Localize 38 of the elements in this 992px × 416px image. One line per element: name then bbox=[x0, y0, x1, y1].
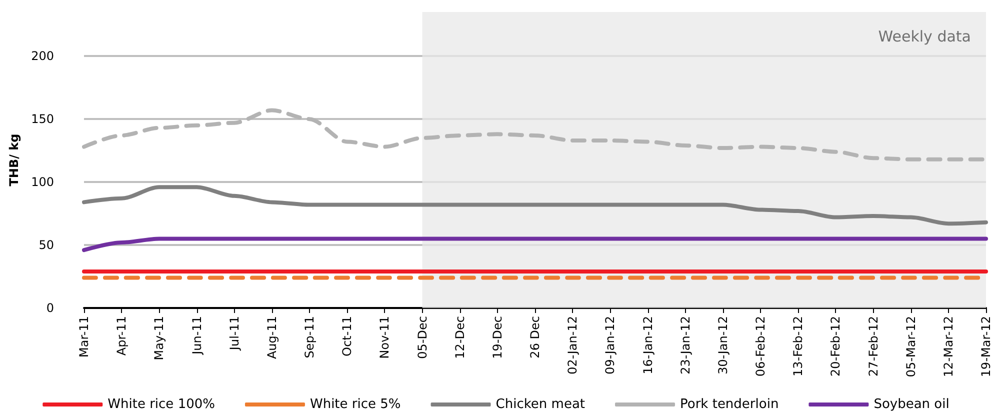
legend-label: White rice 5% bbox=[310, 397, 401, 412]
x-tick-label: 02-Jan-12 bbox=[566, 316, 580, 374]
y-axis-title: THB/ kg bbox=[7, 134, 22, 186]
x-tick-label: 06-Feb-12 bbox=[754, 316, 768, 376]
x-tick-label: Aug-11 bbox=[264, 316, 279, 360]
band-label: Weekly data bbox=[878, 28, 971, 46]
x-tick-label: 13-Feb-12 bbox=[791, 316, 806, 376]
x-tick-label: Mar-11 bbox=[77, 316, 91, 358]
x-tick-label: 26 Dec bbox=[528, 316, 542, 358]
x-tick-label: 05-Mar-12 bbox=[904, 316, 918, 378]
x-tick-label: Jun-11 bbox=[190, 316, 204, 356]
x-tick-label: 19-Mar-12 bbox=[979, 316, 992, 378]
legend-label: Pork tenderloin bbox=[680, 397, 779, 412]
x-tick-label: 20-Feb-12 bbox=[828, 316, 843, 376]
x-tick-label: May-11 bbox=[152, 316, 166, 360]
x-tick-label: 12-Dec bbox=[452, 316, 467, 359]
y-tick-label: 50 bbox=[38, 238, 54, 252]
x-tick-label: 05-Dec bbox=[415, 316, 430, 359]
x-tick-label: 12-Mar-12 bbox=[941, 316, 956, 378]
x-tick-label: Jul-11 bbox=[227, 316, 242, 352]
legend-label: White rice 100% bbox=[108, 397, 215, 412]
x-tick-label: 27-Feb-12 bbox=[866, 316, 880, 376]
x-tick-label: Sep-11 bbox=[302, 316, 316, 358]
x-tick-label: 23-Jan-12 bbox=[678, 316, 692, 374]
y-tick-label: 0 bbox=[46, 301, 54, 315]
x-tick-label: Apr-11 bbox=[114, 316, 129, 356]
y-tick-label: 100 bbox=[31, 175, 54, 190]
x-tick-label: Oct-11 bbox=[340, 316, 354, 356]
x-tick-label: 09-Jan-12 bbox=[603, 316, 618, 374]
y-tick-label: 200 bbox=[31, 49, 54, 64]
x-tick-label: Nov-11 bbox=[378, 316, 392, 359]
x-tick-label: 30-Jan-12 bbox=[716, 316, 730, 374]
x-tick-label: 19-Dec bbox=[490, 316, 504, 359]
line-series bbox=[82, 185, 988, 226]
x-tick-label: 16-Jan-12 bbox=[640, 316, 655, 374]
y-tick-label: 150 bbox=[31, 112, 54, 126]
legend-label: Soybean oil bbox=[874, 397, 950, 412]
legend-label: Chicken meat bbox=[496, 397, 586, 412]
